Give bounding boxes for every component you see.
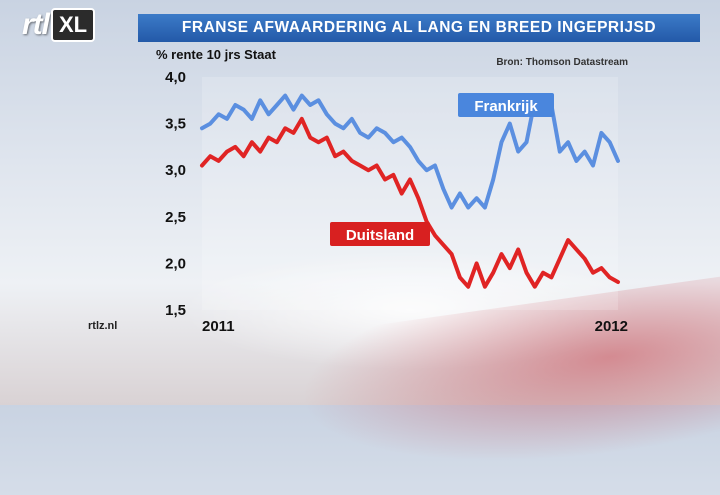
page-title: FRANSE AFWAARDERING AL LANG EN BREED ING… — [181, 19, 657, 36]
legend-label-frankrijk: Frankrijk — [474, 98, 538, 115]
x-tick-label: 2012 — [595, 318, 628, 335]
x-tick-label: 2011 — [202, 318, 235, 335]
logo-text: rtl — [22, 8, 50, 41]
legend-box-frankrijk — [458, 93, 554, 117]
logo-badge: XL — [51, 8, 96, 42]
site-url: rtlz.nl — [88, 320, 118, 332]
legend-box-duitsland — [330, 222, 430, 246]
y-tick-label: 1,5 — [165, 302, 186, 319]
source-note: Bron: Thomson Datastream — [496, 57, 628, 68]
y-tick-label: 3,0 — [165, 162, 186, 179]
series-line-duitsland — [200, 116, 620, 289]
rtl-xl-logo: rtl XL — [22, 8, 122, 42]
y-tick-label: 4,0 — [165, 69, 186, 86]
y-tick-label: 2,5 — [165, 209, 186, 226]
y-tick-label: 2,0 — [165, 255, 186, 272]
line-chart: 4,0 3,5 3,0 2,5 2,0 1,5 2011 2012 Frankrijk Duits… — [165, 69, 628, 335]
y-axis-label: % rente 10 jrs Staat — [156, 47, 276, 62]
plot-area — [202, 77, 618, 310]
y-tick-label: 3,5 — [165, 116, 186, 133]
title-bar: FRANSE AFWAARDERING AL LANG EN BREED ING… — [138, 14, 700, 42]
legend-label-duitsland: Duitsland — [346, 227, 414, 244]
